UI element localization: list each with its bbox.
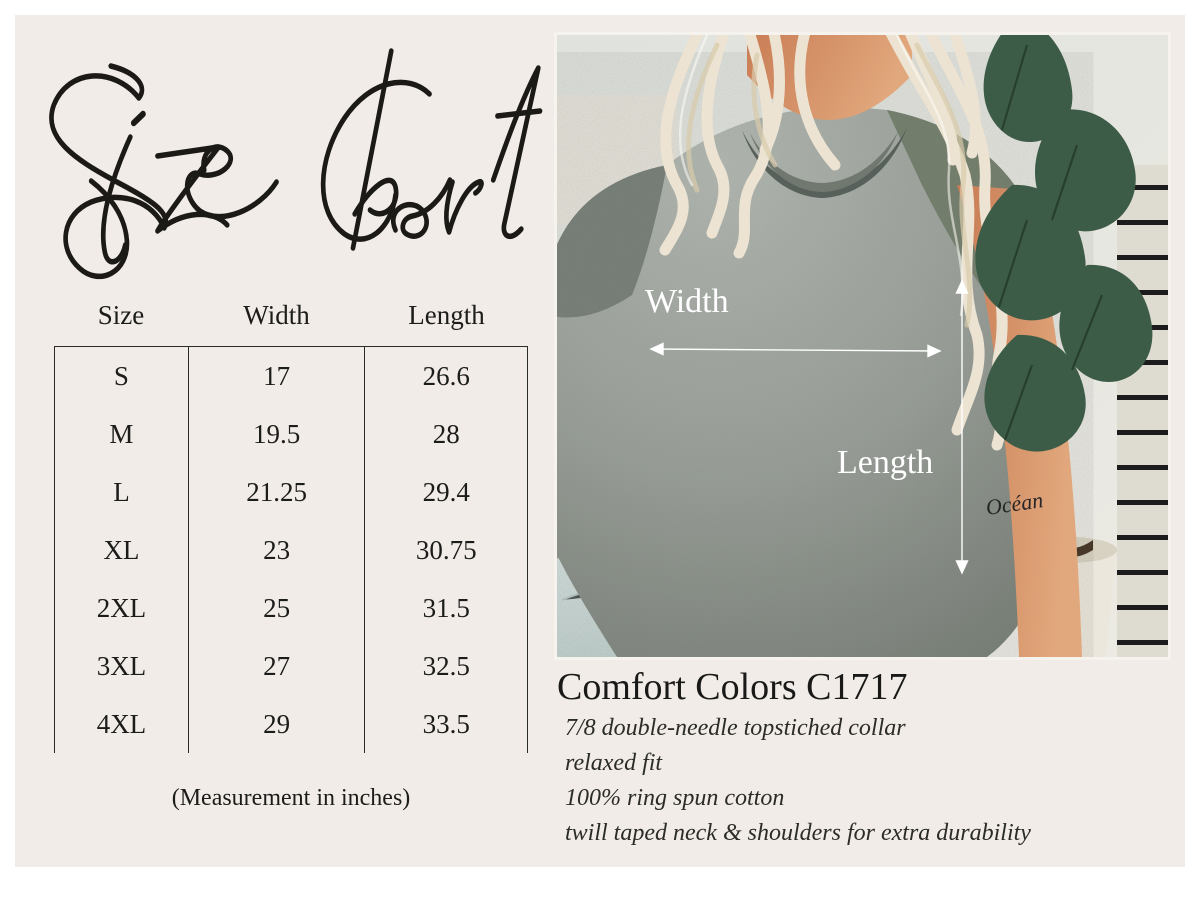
svg-text:Width: Width: [645, 283, 729, 320]
svg-text:Length: Length: [837, 444, 933, 481]
